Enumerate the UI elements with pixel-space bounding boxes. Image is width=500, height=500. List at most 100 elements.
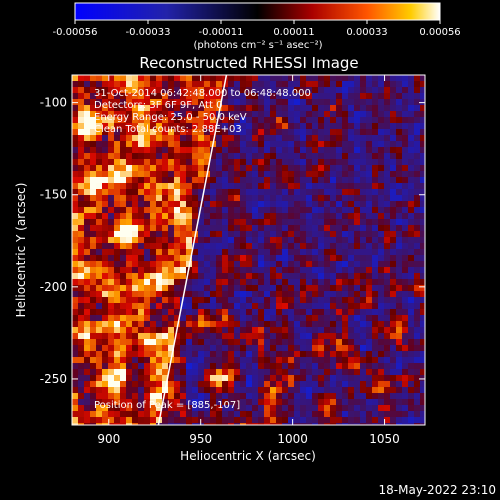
heatmap-cell <box>72 387 78 393</box>
heatmap-cell <box>270 177 276 183</box>
heatmap-cell <box>228 297 234 303</box>
heatmap-cell <box>84 219 90 225</box>
heatmap-cell <box>336 399 342 405</box>
heatmap-cell <box>216 405 222 411</box>
heatmap-cell <box>342 255 348 261</box>
heatmap-cell <box>90 225 96 231</box>
heatmap-cell <box>414 279 420 285</box>
heatmap-cell <box>288 327 294 333</box>
heatmap-cell <box>360 171 366 177</box>
heatmap-cell <box>414 219 420 225</box>
heatmap-cell <box>72 315 78 321</box>
heatmap-cell <box>168 81 174 87</box>
heatmap-cell <box>150 363 156 369</box>
heatmap-cell <box>306 105 312 111</box>
heatmap-cell <box>420 153 425 159</box>
heatmap-cell <box>276 231 282 237</box>
heatmap-cell <box>396 75 402 81</box>
heatmap-cell <box>240 375 246 381</box>
heatmap-cell <box>168 75 174 81</box>
heatmap-cell <box>414 363 420 369</box>
heatmap-cell <box>330 363 336 369</box>
heatmap-cell <box>102 99 108 105</box>
heatmap-cell <box>282 387 288 393</box>
heatmap-cell <box>78 351 84 357</box>
heatmap-cell <box>240 321 246 327</box>
heatmap-cell <box>276 375 282 381</box>
heatmap-cell <box>420 129 425 135</box>
heatmap-cell <box>396 273 402 279</box>
heatmap-cell <box>180 195 186 201</box>
heatmap-cell <box>264 201 270 207</box>
heatmap-cell <box>138 219 144 225</box>
heatmap-cell <box>78 87 84 93</box>
heatmap-cell <box>294 141 300 147</box>
heatmap-cell <box>72 87 78 93</box>
heatmap-cell <box>258 405 264 411</box>
heatmap-cell <box>144 225 150 231</box>
heatmap-cell <box>234 105 240 111</box>
heatmap-cell <box>120 381 126 387</box>
heatmap-cell <box>354 243 360 249</box>
heatmap-cell <box>240 261 246 267</box>
heatmap-cell <box>204 375 210 381</box>
heatmap-cell <box>204 219 210 225</box>
heatmap-cell <box>234 339 240 345</box>
heatmap-cell <box>390 249 396 255</box>
heatmap-cell <box>96 369 102 375</box>
heatmap-cell <box>168 423 174 425</box>
heatmap-cell <box>216 399 222 405</box>
heatmap-cell <box>126 303 132 309</box>
heatmap-cell <box>204 297 210 303</box>
heatmap-cell <box>228 153 234 159</box>
heatmap-cell <box>216 417 222 423</box>
heatmap-cell <box>126 273 132 279</box>
heatmap-cell <box>300 237 306 243</box>
heatmap-cell <box>414 159 420 165</box>
heatmap-cell <box>396 363 402 369</box>
heatmap-cell <box>144 351 150 357</box>
heatmap-cell <box>378 105 384 111</box>
heatmap-cell <box>408 303 414 309</box>
heatmap-cell <box>120 249 126 255</box>
heatmap-cell <box>372 189 378 195</box>
heatmap-cell <box>318 285 324 291</box>
heatmap-cell <box>210 351 216 357</box>
heatmap-cell <box>204 285 210 291</box>
heatmap-cell <box>210 279 216 285</box>
heatmap-cell <box>120 219 126 225</box>
heatmap-cell <box>72 405 78 411</box>
heatmap-cell <box>360 309 366 315</box>
heatmap-cell <box>252 123 258 129</box>
heatmap-cell <box>312 213 318 219</box>
heatmap-cell <box>150 219 156 225</box>
heatmap-cell <box>318 117 324 123</box>
heatmap-cell <box>390 147 396 153</box>
heatmap-cell <box>378 345 384 351</box>
heatmap-cell <box>306 201 312 207</box>
heatmap-cell <box>312 357 318 363</box>
heatmap-cell <box>240 171 246 177</box>
heatmap-cell <box>420 369 425 375</box>
heatmap-cell <box>114 111 120 117</box>
heatmap-cell <box>318 75 324 81</box>
heatmap-cell <box>192 117 198 123</box>
heatmap-cell <box>312 393 318 399</box>
heatmap-cell <box>138 273 144 279</box>
heatmap-cell <box>240 81 246 87</box>
heatmap-cell <box>342 285 348 291</box>
heatmap-cell <box>384 291 390 297</box>
heatmap-cell <box>342 189 348 195</box>
heatmap-cell <box>132 153 138 159</box>
heatmap-cell <box>336 147 342 153</box>
heatmap-cell <box>282 339 288 345</box>
heatmap-cell <box>108 345 114 351</box>
heatmap-cell <box>138 249 144 255</box>
heatmap-cell <box>180 141 186 147</box>
heatmap-cell <box>78 357 84 363</box>
heatmap-cell <box>270 117 276 123</box>
heatmap-cell <box>234 93 240 99</box>
heatmap-cell <box>420 411 425 417</box>
heatmap-cell <box>294 111 300 117</box>
heatmap-cell <box>168 315 174 321</box>
